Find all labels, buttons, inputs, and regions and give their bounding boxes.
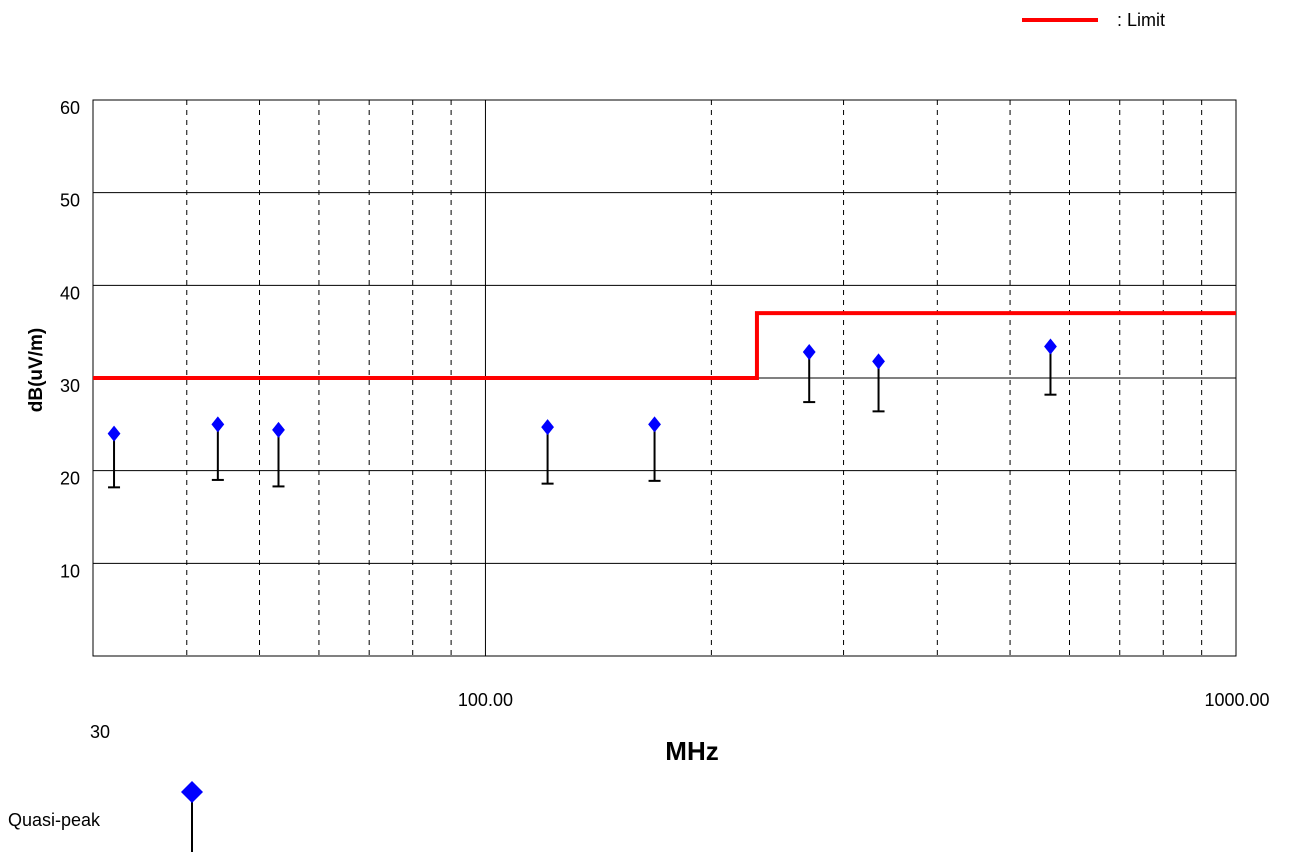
y-tick-label: 40 (60, 283, 80, 303)
quasi-peak-marker (872, 353, 885, 370)
quasi-peak-marker (648, 416, 661, 433)
y-tick-labels: 10 20 30 40 50 60 (60, 98, 80, 581)
quasi-peak-marker (107, 425, 121, 442)
legend-quasi-peak: Quasi-peak (8, 781, 203, 852)
quasi-peak-marker (211, 416, 225, 433)
x-tick-label: 100.00 (458, 690, 513, 710)
x-axis-title: MHz (665, 736, 718, 766)
quasi-peak-marker (1044, 338, 1057, 355)
quasi-peak-marker (272, 421, 285, 438)
quasi-peak-point (802, 344, 816, 404)
legend-quasi-peak-label: Quasi-peak (8, 810, 101, 830)
legend-quasi-peak-marker (181, 781, 203, 803)
legend-limit-label: : Limit (1117, 10, 1165, 30)
limit-step-line (93, 311, 1236, 380)
quasi-peak-point (272, 421, 285, 488)
y-tick-label: 10 (60, 561, 80, 581)
limit-line (93, 311, 1236, 380)
quasi-peak-point (648, 416, 661, 482)
quasi-peak-point (107, 425, 121, 489)
y-tick-label: 50 (60, 191, 80, 211)
y-tick-label: 20 (60, 469, 80, 489)
y-tick-label: 30 (60, 376, 80, 396)
quasi-peak-point (1044, 338, 1057, 396)
x-tick-label: 30 (90, 722, 110, 742)
y-axis-title: dB(uV/m) (26, 328, 47, 412)
quasi-peak-marker (541, 419, 554, 436)
quasi-peak-point (541, 419, 554, 485)
quasi-peak-point (872, 353, 885, 413)
quasi-peak-marker (802, 344, 816, 361)
legend-limit: : Limit (1022, 10, 1165, 30)
quasi-peak-point (211, 416, 225, 481)
x-tick-label: 1000.00 (1204, 690, 1269, 710)
quasi-peak-series (107, 338, 1057, 489)
x-tick-labels: 30 100.00 1000.00 (90, 690, 1270, 742)
grid (93, 100, 1236, 656)
y-tick-label: 60 (60, 98, 80, 118)
